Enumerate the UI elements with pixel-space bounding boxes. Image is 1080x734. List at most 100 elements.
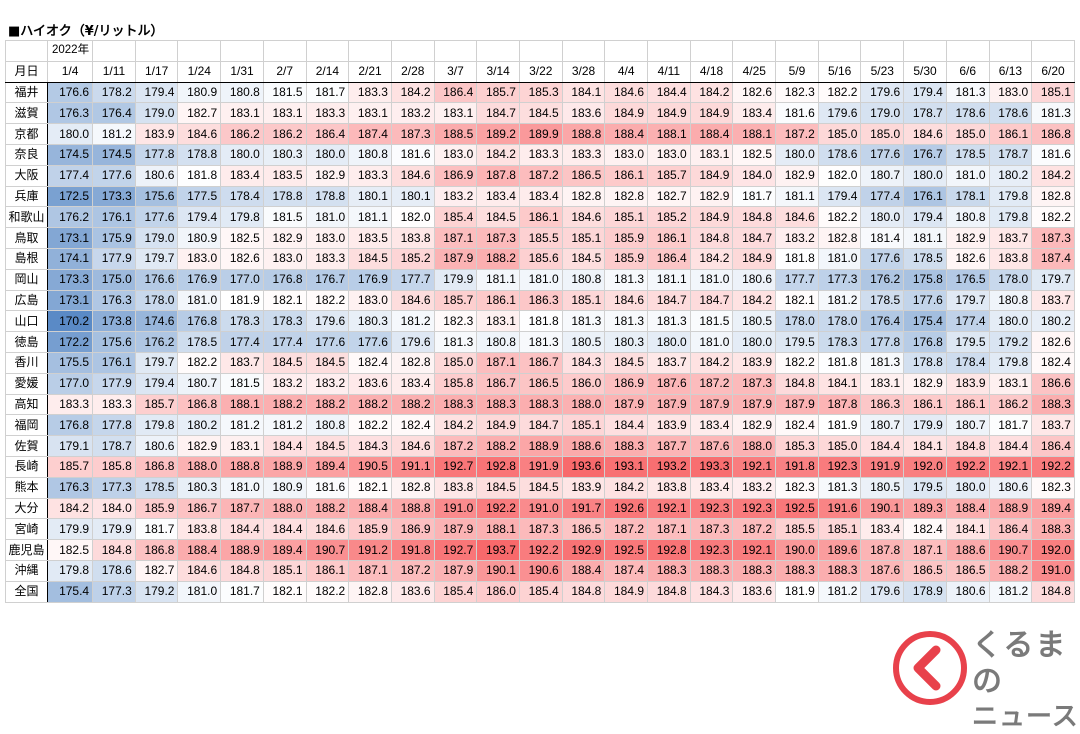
price-cell: 178.5	[134, 476, 179, 499]
prefecture-label: 兵庫	[5, 185, 48, 208]
price-cell: 184.9	[604, 580, 649, 603]
price-cell: 185.5	[775, 518, 819, 541]
price-cell: 179.8	[134, 414, 179, 437]
price-cell: 182.9	[732, 414, 777, 437]
price-cell: 183.8	[647, 476, 691, 499]
price-cell: 183.8	[988, 247, 1033, 270]
price-cell: 176.7	[305, 268, 350, 291]
price-cell: 187.8	[817, 393, 862, 416]
price-cell: 187.8	[476, 164, 520, 187]
price-cell: 192.7	[433, 539, 478, 561]
price-cell: 178.6	[92, 559, 136, 582]
price-cell: 187.4	[1031, 247, 1075, 270]
price-cell: 181.3	[604, 268, 649, 291]
price-cell: 181.2	[262, 414, 307, 437]
price-cell: 184.6	[390, 164, 435, 187]
price-cell: 175.9	[92, 227, 136, 249]
price-cell: 185.1	[561, 414, 606, 437]
price-cell: 177.8	[860, 331, 905, 353]
header-blank	[134, 40, 179, 62]
price-cell: 180.3	[604, 331, 649, 353]
price-cell: 175.5	[46, 351, 94, 374]
date-header: 5/9	[775, 60, 819, 83]
price-cell: 188.9	[988, 497, 1033, 520]
price-cell: 176.8	[46, 414, 94, 437]
price-cell: 176.2	[46, 206, 94, 229]
price-cell: 188.5	[433, 123, 478, 145]
price-cell: 184.9	[689, 164, 734, 187]
price-cell: 179.4	[134, 372, 179, 395]
prefecture-label: 愛媛	[5, 372, 48, 395]
prefecture-label: 山口	[5, 310, 48, 333]
price-cell: 178.0	[988, 268, 1033, 291]
price-cell: 183.0	[177, 247, 222, 270]
date-header: 5/23	[860, 60, 905, 83]
price-cell: 186.2	[262, 123, 307, 145]
price-cell: 181.2	[220, 414, 264, 437]
price-cell: 185.1	[604, 206, 649, 229]
price-cell: 189.3	[903, 497, 947, 520]
price-cell: 180.6	[134, 164, 179, 187]
price-cell: 176.9	[177, 268, 222, 291]
price-cell: 181.8	[518, 310, 563, 333]
price-cell: 184.4	[647, 81, 691, 104]
price-cell: 178.7	[988, 143, 1033, 166]
price-cell: 188.4	[348, 497, 392, 520]
price-cell: 183.4	[220, 164, 264, 187]
price-cell: 183.7	[220, 351, 264, 374]
price-cell: 177.6	[903, 289, 947, 312]
price-cell: 188.2	[348, 393, 392, 416]
price-cell: 186.9	[433, 164, 478, 187]
price-cell: 180.0	[945, 476, 990, 499]
price-cell: 186.3	[518, 289, 563, 312]
price-cell: 187.2	[732, 518, 777, 541]
price-cell: 180.1	[348, 185, 392, 208]
price-table: 2022年 月日 1/4 1/11 1/17 1/24 1/31 2/7 2/14 2/21 2/2…	[5, 40, 1075, 603]
price-cell: 179.6	[305, 310, 350, 333]
price-cell: 177.9	[92, 372, 136, 395]
price-cell: 187.2	[433, 435, 478, 457]
price-cell: 182.2	[817, 206, 862, 229]
price-cell: 193.3	[689, 455, 734, 478]
price-cell: 190.1	[476, 559, 520, 582]
table-row: 鳥取 173.1 175.9 179.0 180.9 182.5 182.9 183.0 183…	[5, 227, 1075, 249]
price-cell: 184.0	[92, 497, 136, 520]
price-cell: 186.1	[647, 227, 691, 249]
price-cell: 188.4	[689, 123, 734, 145]
price-cell: 192.1	[988, 455, 1033, 478]
price-cell: 193.2	[647, 455, 691, 478]
price-cell: 183.1	[433, 102, 478, 125]
price-cell: 183.9	[732, 351, 777, 374]
price-cell: 186.1	[518, 206, 563, 229]
price-cell: 186.9	[390, 518, 435, 541]
price-cell: 190.5	[348, 455, 392, 478]
price-cell: 183.6	[390, 580, 435, 603]
price-cell: 188.0	[262, 497, 307, 520]
price-cell: 184.6	[604, 81, 649, 104]
price-cell: 180.6	[988, 476, 1033, 499]
price-cell: 182.7	[177, 102, 222, 125]
price-cell: 178.5	[945, 143, 990, 166]
date-header: 2/21	[348, 60, 392, 83]
price-cell: 177.6	[92, 164, 136, 187]
price-cell: 181.0	[177, 289, 222, 312]
price-cell: 174.5	[46, 143, 94, 166]
price-cell: 173.1	[46, 227, 94, 249]
price-cell: 181.6	[775, 102, 819, 125]
table-row: 島根 174.1 177.9 179.7 183.0 182.6 183.0 183.3 184…	[5, 247, 1075, 270]
price-cell: 186.4	[647, 247, 691, 270]
price-cell: 183.1	[220, 102, 264, 125]
price-cell: 179.4	[903, 206, 947, 229]
price-cell: 176.7	[903, 143, 947, 166]
price-cell: 179.6	[860, 81, 905, 104]
price-cell: 184.9	[689, 102, 734, 125]
price-cell: 187.1	[647, 518, 691, 541]
price-cell: 178.3	[220, 310, 264, 333]
price-cell: 182.6	[1031, 331, 1075, 353]
price-cell: 179.4	[134, 81, 179, 104]
price-cell: 179.7	[1031, 268, 1075, 291]
price-cell: 176.3	[92, 289, 136, 312]
price-cell: 192.5	[775, 497, 819, 520]
price-cell: 180.0	[305, 143, 350, 166]
price-cell: 184.9	[476, 414, 520, 437]
